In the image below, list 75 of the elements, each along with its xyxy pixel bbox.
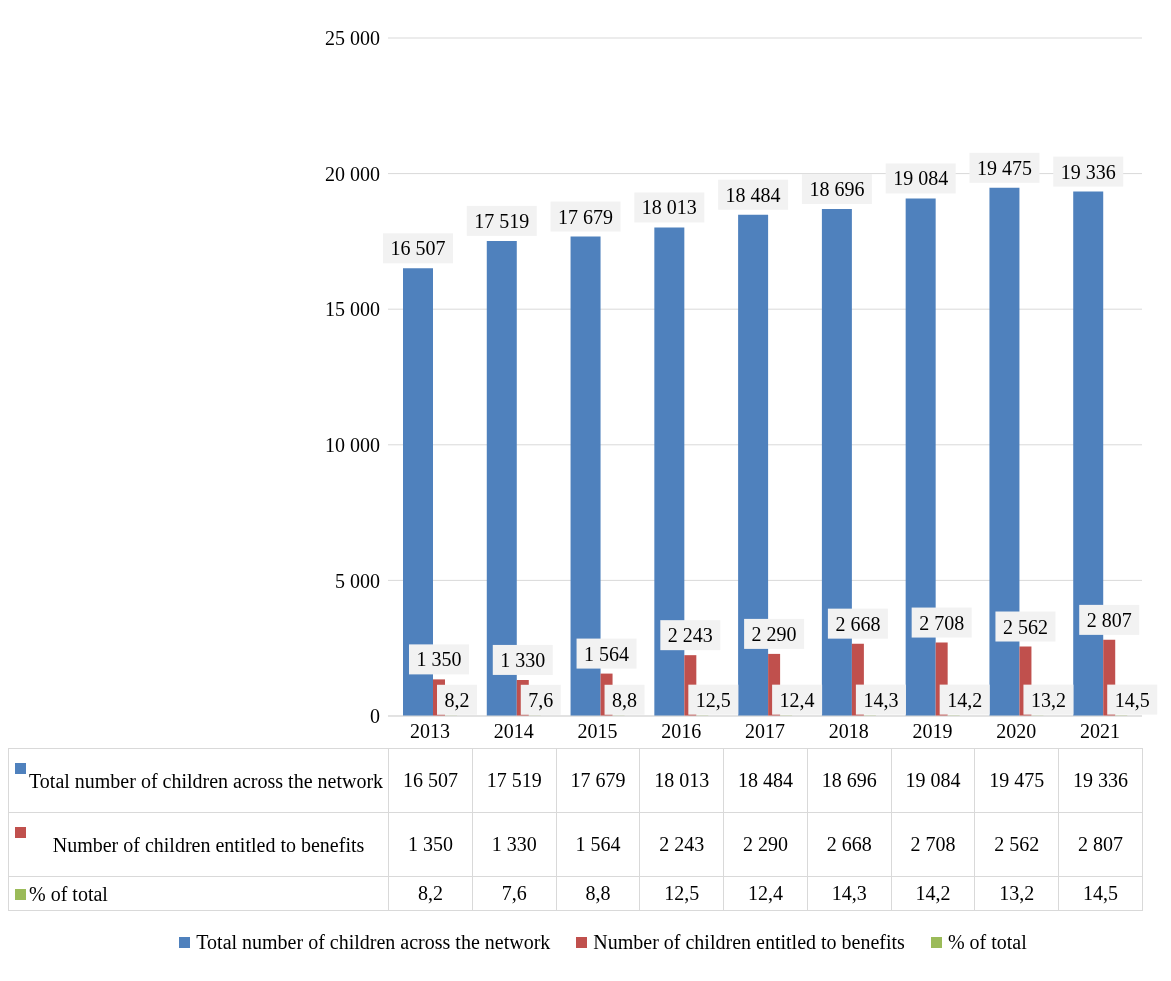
- text: 14,3: [863, 688, 899, 711]
- data-label: 12,4: [723, 876, 808, 911]
- data-label: 2 562: [974, 812, 1059, 877]
- text: Number of children entitled to benefits: [593, 931, 905, 953]
- text: 12,4: [779, 688, 815, 711]
- text: 17 519: [474, 209, 530, 232]
- text: 16 507: [390, 237, 446, 260]
- y-tick-label: 15 000: [325, 298, 380, 321]
- text: 2 807: [1086, 608, 1132, 631]
- y-tick-label: 5 000: [335, 569, 380, 592]
- y-tick-label: 10 000: [325, 433, 380, 456]
- data-label: 19 084: [891, 748, 975, 813]
- x-tick-label: 2020: [996, 720, 1037, 743]
- text: 2 290: [751, 622, 797, 645]
- text: 8,2: [444, 688, 470, 711]
- data-label: 17 519: [472, 748, 557, 813]
- text: 19 475: [976, 156, 1032, 179]
- text: 14,5: [1114, 688, 1150, 711]
- data-label: 2 243: [639, 812, 724, 877]
- x-tick-label: 2014: [493, 720, 534, 743]
- text: 1 564: [584, 642, 630, 665]
- text: 18 013: [641, 196, 697, 219]
- y-tick-label: 25 000: [325, 27, 380, 50]
- x-tick-label: 2021: [1080, 720, 1121, 743]
- data-label: 1 330: [472, 812, 557, 877]
- text: 1 330: [500, 648, 546, 671]
- data-label: 18 484: [723, 748, 808, 813]
- legend-label: % of total: [947, 931, 1027, 954]
- data-label: 12,5: [639, 876, 724, 911]
- data-label: 13,2: [974, 876, 1059, 911]
- data-label: 19 475: [974, 748, 1059, 813]
- data-label: 18 013: [639, 748, 724, 813]
- data-label: 1 350: [388, 812, 473, 877]
- x-tick-label: 2016: [661, 720, 702, 743]
- data-label: 1 564: [556, 812, 640, 877]
- text: 12,5: [695, 688, 731, 711]
- data-label: 2 708: [891, 812, 975, 877]
- data-label: 16 507: [388, 748, 473, 813]
- text: 17 679: [558, 205, 614, 228]
- data-label: 14,5: [1058, 876, 1143, 911]
- text: 2 243: [667, 624, 713, 647]
- data-label: 2 807: [1058, 812, 1143, 877]
- x-tick-label: 2013: [409, 720, 450, 743]
- data-label: 18 696: [807, 748, 892, 813]
- text: 19 336: [1060, 160, 1116, 183]
- text: 8,8: [612, 688, 638, 711]
- text: 14,2: [947, 688, 983, 711]
- data-label: 2 290: [723, 812, 808, 877]
- data-label: 19 336: [1058, 748, 1143, 813]
- text: Total number of children across the network: [196, 931, 551, 953]
- y-tick-label: 20 000: [325, 162, 380, 185]
- x-tick-label: 2019: [912, 720, 953, 743]
- legend-label: Number of children entitled to benefits: [51, 832, 366, 858]
- text: 2 668: [835, 612, 881, 635]
- legend-label: Total number of children across the network: [29, 768, 385, 794]
- data-label: 8,2: [388, 876, 473, 911]
- text: 18 484: [725, 183, 781, 206]
- y-tick-label: 0: [370, 705, 380, 728]
- x-tick-label: 2015: [577, 720, 618, 743]
- data-label: 8,8: [556, 876, 640, 911]
- text: 19 084: [893, 167, 949, 190]
- data-label: 7,6: [472, 876, 557, 911]
- text: 2 562: [1002, 615, 1048, 638]
- x-tick-label: 2017: [745, 720, 785, 743]
- data-label: 17 679: [556, 748, 640, 813]
- text: 18 696: [809, 177, 865, 200]
- x-tick-label: 2018: [828, 720, 869, 743]
- text: 13,2: [1030, 688, 1066, 711]
- text: 1 350: [416, 648, 462, 671]
- text: 2 708: [919, 611, 965, 634]
- data-label: 14,3: [807, 876, 892, 911]
- text: 7,6: [528, 688, 554, 711]
- text: % of total: [29, 882, 108, 905]
- data-label: 2 668: [807, 812, 892, 877]
- data-label: 14,2: [891, 876, 975, 911]
